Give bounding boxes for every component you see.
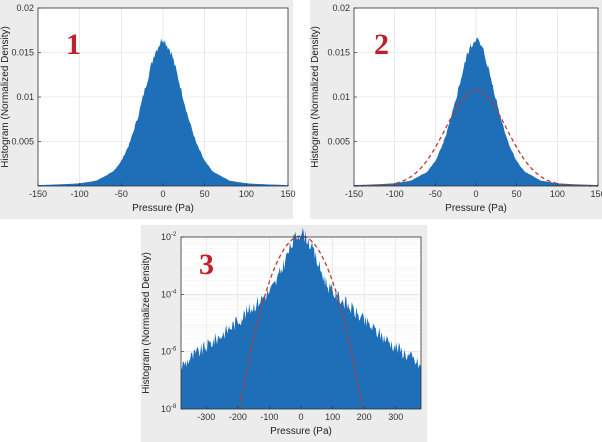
x-tick-label: 200 xyxy=(357,412,372,422)
x-axis-label: Pressure (Pa) xyxy=(270,426,332,437)
panel-label-3: 3 xyxy=(199,248,214,281)
y-tick-exponent: -2 xyxy=(171,232,177,238)
y-tick-label: 0.01 xyxy=(332,92,350,102)
chart-panel-3: -300 -200 -100 0 100 200 300 10 -8 10 -6 10 -4 10 -2 Pr… xyxy=(141,225,427,442)
x-tick-label: -50 xyxy=(429,189,442,199)
x-tick-label: 100 xyxy=(239,189,254,199)
y-tick-label: 0.015 xyxy=(11,48,34,58)
x-tick-label: 100 xyxy=(550,189,565,199)
x-tick-label: -50 xyxy=(115,189,128,199)
x-tick-label: 50 xyxy=(512,189,522,199)
y-tick-label: 0.005 xyxy=(11,137,34,147)
x-tick-label: -100 xyxy=(386,189,404,199)
y-tick-label: 0.01 xyxy=(16,92,34,102)
y-tick-label: 0.02 xyxy=(332,3,350,13)
y-axis-label: Histogram (Normalized Density) xyxy=(0,26,11,168)
y-axis-label: Histogram (Normalized Density) xyxy=(310,26,321,168)
histogram-area xyxy=(354,37,598,187)
x-tick-label: -200 xyxy=(229,412,247,422)
y-tick-label: 0.015 xyxy=(327,48,350,58)
y-tick-exponent: -6 xyxy=(171,347,177,353)
y-tick-label: 10 xyxy=(161,289,171,299)
y-tick-label: 10 xyxy=(161,232,171,242)
y-tick-label: 10 xyxy=(161,347,171,357)
y-tick-exponent: -8 xyxy=(171,404,177,410)
x-axis-label: Pressure (Pa) xyxy=(132,203,194,214)
panel-label-2: 2 xyxy=(374,28,389,61)
y-axis-label: Histogram (Normalized Density) xyxy=(141,252,152,394)
y-tick-label: 0.02 xyxy=(16,3,34,13)
x-tick-label: -150 xyxy=(29,189,47,199)
x-tick-label: 0 xyxy=(160,189,165,199)
y-tick-label: 0.005 xyxy=(327,137,350,147)
x-tick-label: -300 xyxy=(197,412,215,422)
chart-svg-1: -150 -100 -50 0 50 100 150 0.005 0.01 0.015 0.02 Pr… xyxy=(0,3,296,214)
x-tick-label: 300 xyxy=(388,412,403,422)
x-axis-label: Pressure (Pa) xyxy=(445,203,507,214)
x-tick-label: 150 xyxy=(280,189,295,199)
x-tick-label: -100 xyxy=(71,189,89,199)
histogram-area xyxy=(181,227,421,409)
panel-label-1: 1 xyxy=(66,28,81,61)
x-tick-label: -100 xyxy=(260,412,278,422)
chart-panel-2: -150 -100 -50 0 50 100 150 0.005 0.01 0.015 0.02 Pr… xyxy=(310,0,602,219)
x-tick-label: 50 xyxy=(200,189,210,199)
y-tick-label: 10 xyxy=(161,404,171,414)
x-tick-label: 0 xyxy=(298,412,303,422)
chart-svg-2: -150 -100 -50 0 50 100 150 0.005 0.01 0.015 0.02 Pr… xyxy=(310,3,602,214)
chart-panel-1: -150 -100 -50 0 50 100 150 0.005 0.01 0.015 0.02 Pr… xyxy=(0,0,296,219)
gaussian-fit-line xyxy=(239,235,363,407)
x-tick-label: 150 xyxy=(590,189,602,199)
histogram-area xyxy=(38,38,288,186)
x-tick-label: -150 xyxy=(345,189,363,199)
y-tick-exponent: -4 xyxy=(171,289,177,295)
x-tick-label: 0 xyxy=(473,189,478,199)
x-tick-label: 100 xyxy=(325,412,340,422)
